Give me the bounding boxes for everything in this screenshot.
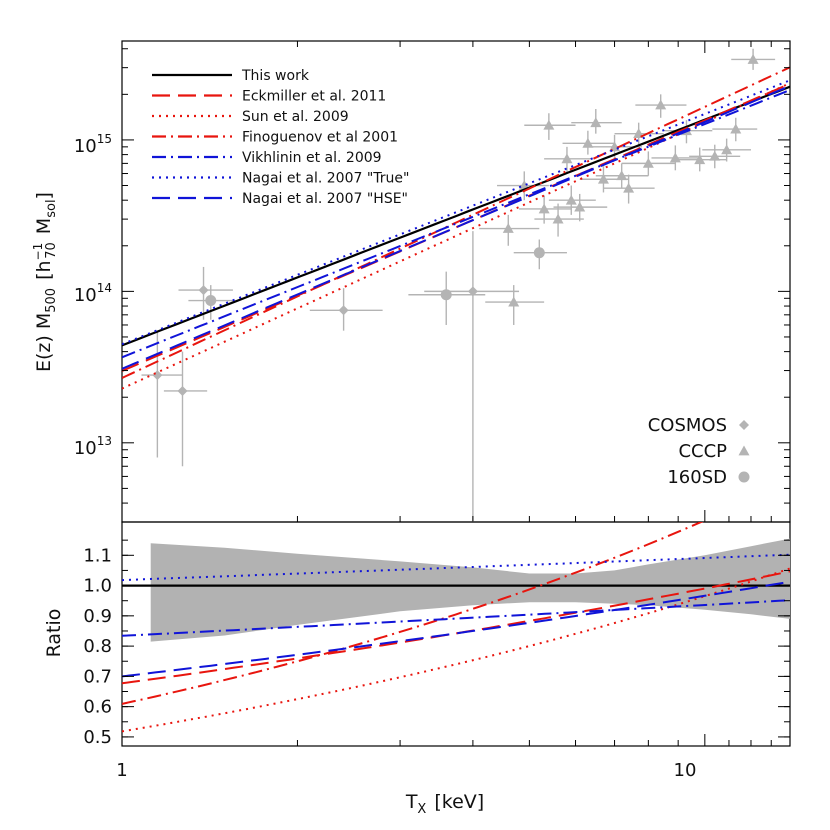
marker-CCCP-8 (574, 201, 586, 212)
top-y-tick-label-1e14: 1014 (74, 281, 112, 306)
marker-COSMOS-3 (338, 305, 349, 316)
ratio-line-4 (122, 599, 790, 637)
top-y-axis-title: E(z) M500[h−170Msol] (31, 192, 59, 372)
bottom-y-tick-labels: 0.5 0.6 0.7 0.8 0.9 1.0 1.1 (83, 545, 112, 748)
bottom-y-tick-label-4: 0.9 (83, 606, 112, 627)
marker-COSMOS-1 (177, 385, 188, 396)
relation-line-4 (122, 89, 790, 359)
marker-CCCP-20 (694, 154, 706, 165)
legend-label-4: Vikhlinin et al. 2009 (242, 150, 382, 166)
marker-CCCP-4 (543, 119, 555, 130)
ratio-line-2 (122, 567, 790, 733)
legend-label-0: This work (241, 68, 310, 84)
legend-label-5: Nagai et al. 2007 "True" (242, 171, 409, 187)
relation-line-0 (122, 85, 790, 347)
marker-CCCP-22 (721, 144, 733, 155)
x-tick-label-1: 1 (116, 760, 127, 781)
bottom-y-axis-title: Ratio (43, 609, 65, 658)
marker-CCCP-6 (561, 153, 573, 164)
bottom-y-tick-label-6: 1.1 (83, 545, 112, 566)
marker-COSMOS-4 (467, 286, 478, 297)
marker-CCCP-5 (552, 213, 564, 224)
marker-CCCP-1 (508, 296, 520, 307)
scaling-relation-lines (122, 66, 790, 390)
marker-CCCP-21 (709, 150, 721, 161)
sample-legend: COSMOS CCCP 160SD (648, 415, 750, 488)
bottom-y-tick-label-5: 1.0 (83, 576, 112, 597)
marker-CCCP-24 (747, 53, 759, 64)
ratio-line-3 (122, 522, 704, 705)
relation-line-3 (122, 66, 790, 379)
marker-CCCP-23 (730, 123, 742, 134)
marker-CCCP-3 (538, 203, 550, 214)
marker-CCCP-0 (502, 223, 514, 233)
legend-label-2: Sun et al. 2009 (242, 109, 349, 125)
x-axis-title: TX [keV] (405, 791, 484, 817)
marker-CCCP-9 (582, 137, 594, 148)
top-y-tick-label-1e15: 1015 (74, 132, 112, 157)
legend-label-3: Finoguenov et al 2001 (242, 130, 398, 146)
sample-legend-marker-1 (738, 445, 750, 456)
marker-CCCP-13 (616, 170, 628, 181)
bottom-y-tick-label-0: 0.5 (83, 727, 112, 748)
bottom-y-tick-label-3: 0.8 (83, 636, 112, 657)
sample-legend-marker-0 (739, 420, 749, 430)
marker-CCCP-16 (642, 157, 654, 168)
sample-legend-marker-2 (738, 471, 750, 483)
top-y-tick-label-1e13: 1013 (74, 434, 112, 459)
bottom-y-tick-label-1: 0.6 (83, 697, 112, 718)
marker-CCCP-11 (597, 173, 609, 184)
marker-CCCP-14 (623, 182, 635, 193)
marker-CCCP-17 (655, 99, 667, 110)
marker-160SD-0 (205, 295, 217, 307)
legend-label-6: Nagai et al. 2007 "HSE" (242, 191, 408, 207)
relation-line-1 (122, 82, 790, 372)
sample-legend-label-0: COSMOS (648, 415, 727, 436)
legend-label-1: Eckmiller et al. 2011 (242, 89, 386, 105)
axis-ticks (121, 41, 791, 746)
bottom-panel-frame (121, 521, 791, 747)
relation-line-6 (122, 84, 790, 370)
bottom-y-tick-label-2: 0.7 (83, 666, 112, 687)
marker-CCCP-10 (590, 117, 602, 128)
ratio-band (150, 538, 790, 642)
marker-COSMOS-2 (198, 285, 209, 296)
x-tick-label-10: 10 (674, 760, 697, 781)
marker-CCCP-7 (565, 194, 577, 205)
marker-160SD-2 (533, 247, 545, 259)
ratio-line-6 (122, 580, 790, 678)
marker-CCCP-18 (669, 152, 681, 163)
sample-legend-label-1: CCCP (678, 441, 727, 462)
sample-legend-label-2: 160SD (667, 467, 727, 488)
ratio-scatter-band (150, 538, 790, 642)
relation-line-2 (122, 82, 790, 390)
marker-160SD-1 (440, 289, 452, 301)
relation-line-5 (122, 79, 790, 346)
ratio-lines (122, 522, 790, 733)
ratio-line-1 (122, 570, 790, 685)
legend: This work Eckmiller et al. 2011 Sun et al.… (152, 68, 409, 207)
